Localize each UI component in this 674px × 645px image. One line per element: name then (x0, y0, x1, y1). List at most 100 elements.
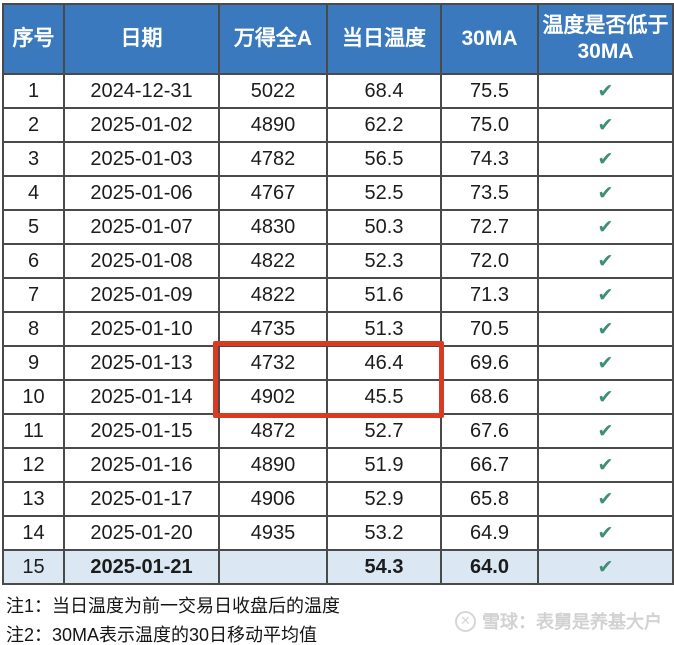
cell-date: 2025-01-16 (63, 447, 220, 483)
cell-date: 2025-01-07 (63, 209, 220, 245)
footnote-1: 注1：当日温度为前一交易日收盘后的温度 (6, 596, 341, 616)
footnote-2: 注2：30MA表示温度的30日移动平均值 (6, 625, 318, 645)
check-icon: ✔ (537, 345, 674, 381)
cell-wind: 4767 (218, 175, 328, 211)
table-row: 8 2025-01-10 4735 51.3 70.5 ✔ (2, 311, 674, 347)
cell-ma30: 65.8 (440, 481, 539, 517)
table-row: 5 2025-01-07 4830 50.3 72.7 ✔ (2, 209, 674, 245)
table-row: 15 2025-01-21 54.3 64.0 ✔ (2, 549, 674, 585)
check-icon: ✔ (537, 447, 674, 483)
table-row: 12 2025-01-16 4890 51.9 66.7 ✔ (2, 447, 674, 483)
table-row: 11 2025-01-15 4872 52.7 67.6 ✔ (2, 413, 674, 449)
temperature-table-container: 序号 日期 万得全A 当日温度 30MA 温度是否低于30MA 1 2024-12… (2, 3, 674, 585)
temperature-table: 序号 日期 万得全A 当日温度 30MA 温度是否低于30MA 1 2024-12… (2, 3, 674, 585)
check-icon: ✔ (537, 379, 674, 415)
cell-wind: 4902 (218, 379, 328, 415)
cell-date: 2025-01-20 (63, 515, 220, 551)
cell-temp: 51.3 (326, 311, 442, 347)
cell-ma30: 66.7 (440, 447, 539, 483)
cell-wind (218, 549, 328, 585)
cell-temp: 51.6 (326, 277, 442, 313)
cell-temp: 62.2 (326, 107, 442, 143)
cell-date: 2025-01-13 (63, 345, 220, 381)
check-icon: ✔ (537, 549, 674, 585)
cell-ma30: 68.6 (440, 379, 539, 415)
watermark-text: 雪球：表舅是养基大户 (482, 612, 662, 632)
cell-wind: 4935 (218, 515, 328, 551)
cell-temp: 52.7 (326, 413, 442, 449)
header-date: 日期 (63, 3, 220, 75)
check-icon: ✔ (537, 481, 674, 517)
cell-wind: 4822 (218, 277, 328, 313)
check-icon: ✔ (537, 141, 674, 177)
cell-wind: 4890 (218, 447, 328, 483)
table-row: 14 2025-01-20 4935 53.2 64.9 ✔ (2, 515, 674, 551)
header-row: 序号 日期 万得全A 当日温度 30MA 温度是否低于30MA (2, 3, 674, 75)
cell-no: 11 (2, 413, 65, 449)
cell-no: 5 (2, 209, 65, 245)
table-row: 2 2025-01-02 4890 62.2 75.0 ✔ (2, 107, 674, 143)
header-wind-all-a: 万得全A (218, 3, 328, 75)
cell-no: 3 (2, 141, 65, 177)
check-icon: ✔ (537, 515, 674, 551)
table-row: 9 2025-01-13 4732 46.4 69.6 ✔ (2, 345, 674, 381)
cell-date: 2025-01-15 (63, 413, 220, 449)
cell-temp: 51.9 (326, 447, 442, 483)
cell-ma30: 70.5 (440, 311, 539, 347)
watermark: ✕ 雪球：表舅是养基大户 (455, 608, 662, 634)
cell-date: 2025-01-17 (63, 481, 220, 517)
table-row: 3 2025-01-03 4782 56.5 74.3 ✔ (2, 141, 674, 177)
cell-wind: 4890 (218, 107, 328, 143)
table-row: 7 2025-01-09 4822 51.6 71.3 ✔ (2, 277, 674, 313)
cell-ma30: 64.9 (440, 515, 539, 551)
footnotes: 注1：当日温度为前一交易日收盘后的温度 注2：30MA表示温度的30日移动平均值 (6, 592, 340, 645)
cell-date: 2025-01-09 (63, 277, 220, 313)
cell-ma30: 72.7 (440, 209, 539, 245)
cell-wind: 4822 (218, 243, 328, 279)
cell-no: 12 (2, 447, 65, 483)
cell-ma30: 73.5 (440, 175, 539, 211)
cell-no: 1 (2, 73, 65, 109)
check-icon: ✔ (537, 209, 674, 245)
table-row: 10 2025-01-14 4902 45.5 68.6 ✔ (2, 379, 674, 415)
cell-ma30: 71.3 (440, 277, 539, 313)
cell-date: 2025-01-10 (63, 311, 220, 347)
cell-date: 2025-01-21 (63, 549, 220, 585)
cell-no: 15 (2, 549, 65, 585)
cell-date: 2024-12-31 (63, 73, 220, 109)
cell-temp: 54.3 (326, 549, 442, 585)
cell-temp: 52.5 (326, 175, 442, 211)
cell-ma30: 69.6 (440, 345, 539, 381)
cell-wind: 5022 (218, 73, 328, 109)
cell-temp: 50.3 (326, 209, 442, 245)
cell-no: 6 (2, 243, 65, 279)
cell-no: 9 (2, 345, 65, 381)
check-icon: ✔ (537, 311, 674, 347)
xueqiu-logo-icon: ✕ (455, 610, 476, 632)
cell-no: 8 (2, 311, 65, 347)
cell-date: 2025-01-14 (63, 379, 220, 415)
cell-temp: 68.4 (326, 73, 442, 109)
check-icon: ✔ (537, 243, 674, 279)
cell-ma30: 72.0 (440, 243, 539, 279)
cell-wind: 4872 (218, 413, 328, 449)
check-icon: ✔ (537, 277, 674, 313)
table-row: 1 2024-12-31 5022 68.4 75.5 ✔ (2, 73, 674, 109)
cell-wind: 4782 (218, 141, 328, 177)
cell-wind: 4732 (218, 345, 328, 381)
cell-no: 13 (2, 481, 65, 517)
cell-wind: 4735 (218, 311, 328, 347)
check-icon: ✔ (537, 175, 674, 211)
cell-ma30: 75.0 (440, 107, 539, 143)
check-icon: ✔ (537, 107, 674, 143)
cell-ma30: 74.3 (440, 141, 539, 177)
header-30ma: 30MA (440, 3, 539, 75)
cell-temp: 53.2 (326, 515, 442, 551)
cell-no: 7 (2, 277, 65, 313)
cell-wind: 4830 (218, 209, 328, 245)
table-row: 6 2025-01-08 4822 52.3 72.0 ✔ (2, 243, 674, 279)
cell-date: 2025-01-02 (63, 107, 220, 143)
cell-temp: 52.3 (326, 243, 442, 279)
cell-ma30: 67.6 (440, 413, 539, 449)
cell-temp: 56.5 (326, 141, 442, 177)
